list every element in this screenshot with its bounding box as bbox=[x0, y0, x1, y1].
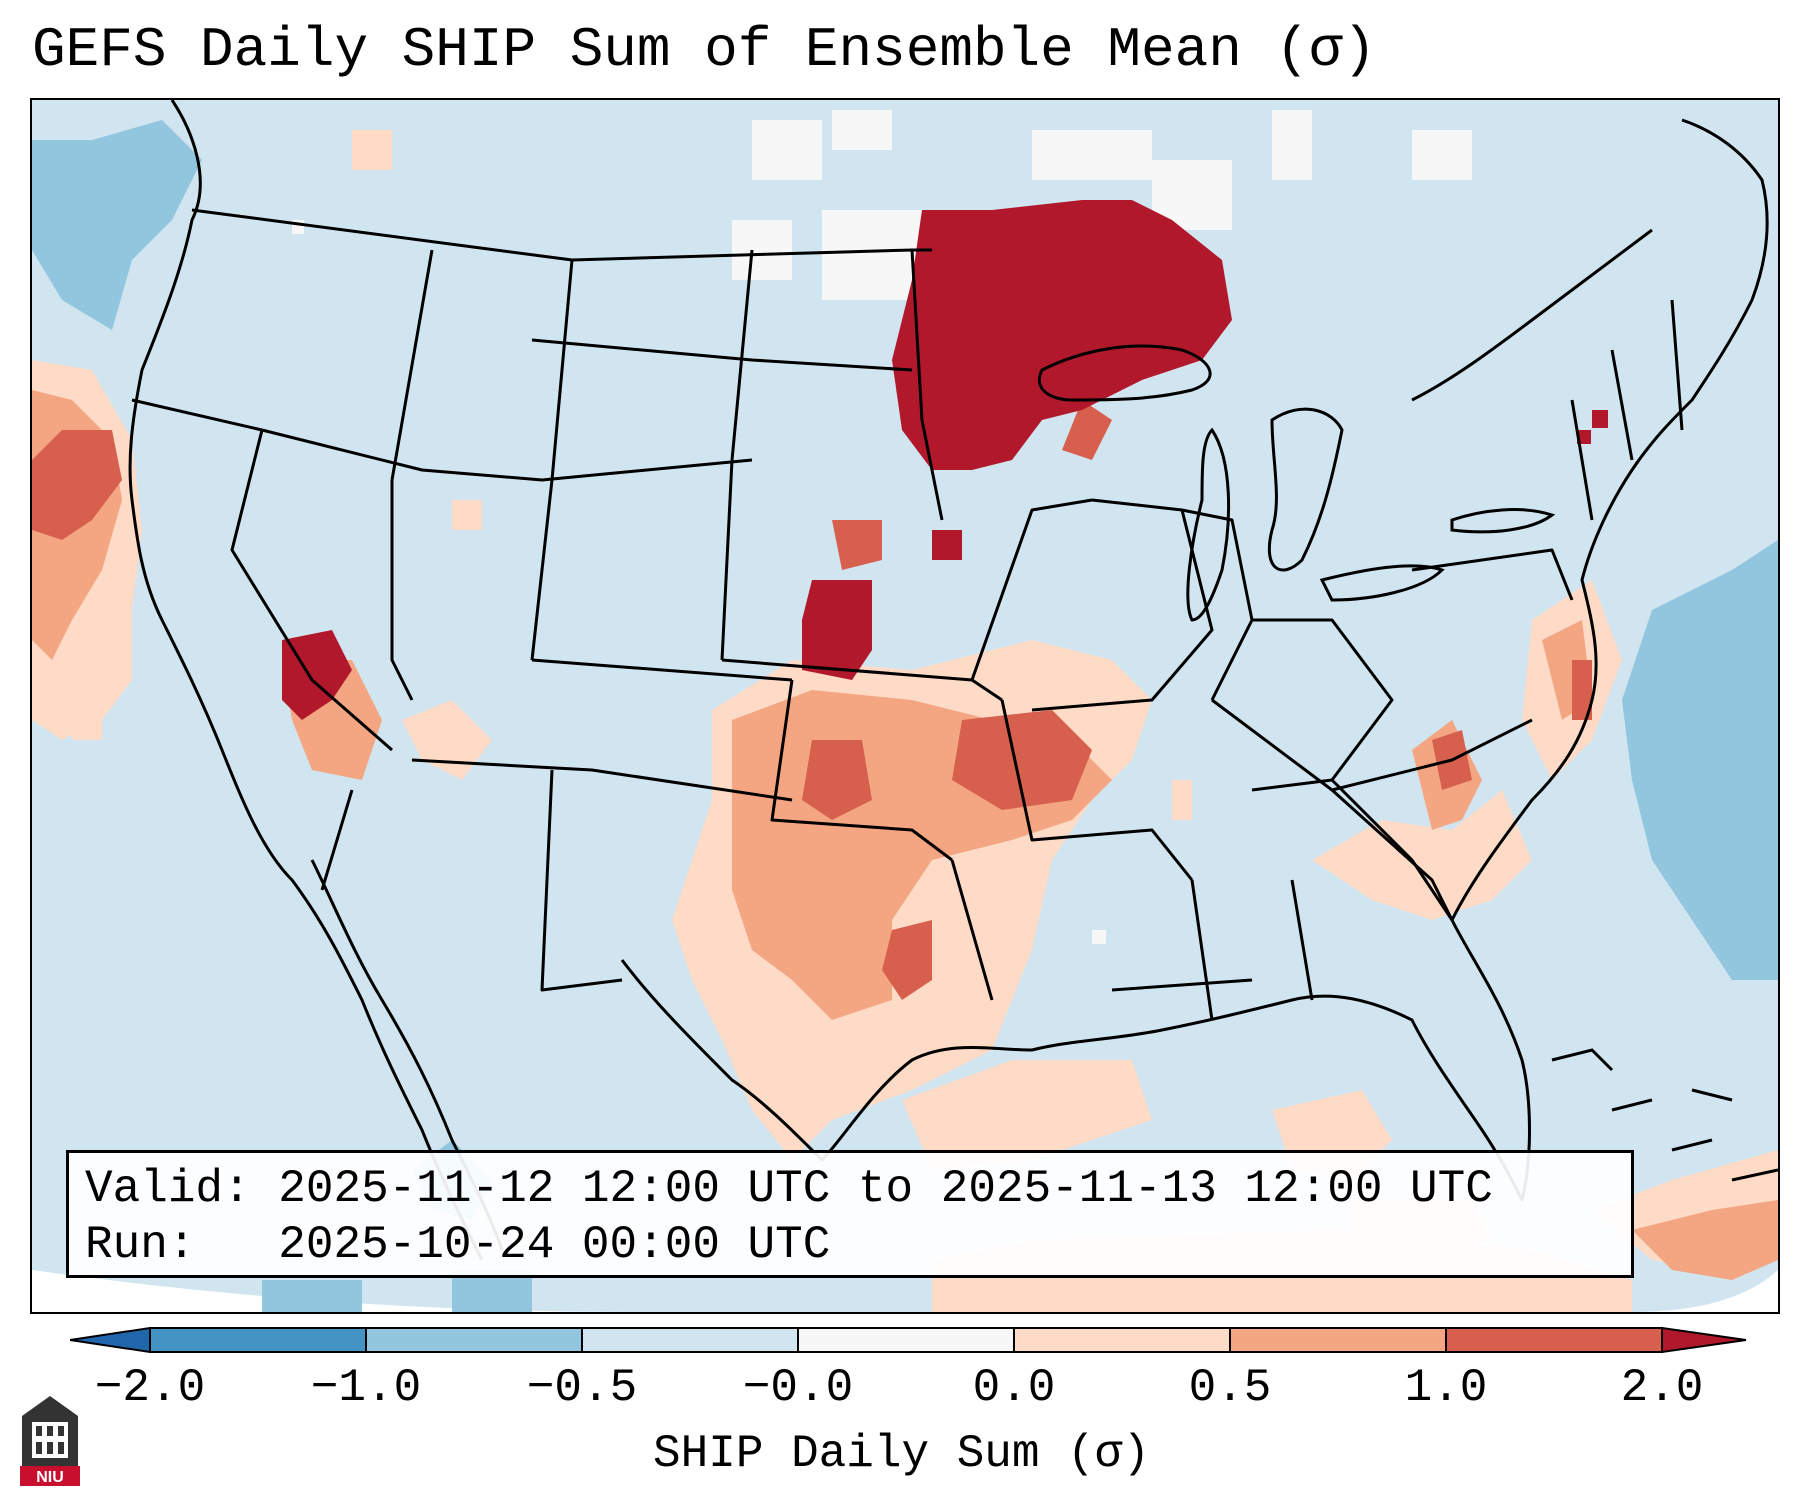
colorbar-right-arrow bbox=[1661, 1326, 1747, 1354]
colorbar bbox=[70, 1326, 1747, 1354]
positive-extreme-patches bbox=[282, 200, 1608, 720]
colorbar-segment-1 bbox=[366, 1328, 582, 1352]
negative-patches bbox=[32, 120, 1778, 1312]
map-panel bbox=[30, 98, 1780, 1314]
colorbar-tick-6: 1.0 bbox=[1404, 1362, 1488, 1414]
colorbar-segment-3 bbox=[798, 1328, 1014, 1352]
colorbar-tick-4: 0.0 bbox=[972, 1362, 1056, 1414]
colorbar-tick-7: 2.0 bbox=[1620, 1362, 1704, 1414]
colorbar-segment-0 bbox=[150, 1328, 366, 1352]
boundaries bbox=[128, 100, 1769, 1261]
valid-label: Valid: bbox=[85, 1163, 251, 1215]
great-lakes bbox=[1037, 344, 1556, 622]
colorbar-tick-3: −0.0 bbox=[742, 1362, 854, 1414]
niu-logo-text: NIU bbox=[36, 1469, 64, 1486]
valid-value: 2025-11-12 12:00 UTC to 2025-11-13 12:00… bbox=[278, 1163, 1493, 1215]
colorbar-label: SHIP Daily Sum (σ) bbox=[653, 1428, 1150, 1480]
map-canvas bbox=[32, 100, 1778, 1312]
valid-run-infobox: Valid: 2025-11-12 12:00 UTC to 2025-11-1… bbox=[66, 1150, 1634, 1278]
colorbar-ticks: −2.0 −1.0 −0.5 −0.0 0.0 0.5 1.0 2.0 bbox=[0, 1362, 1803, 1422]
niu-seal-icon: NIU bbox=[20, 1396, 80, 1486]
valid-row: Valid: 2025-11-12 12:00 UTC to 2025-11-1… bbox=[85, 1161, 1631, 1217]
neutral-patches bbox=[292, 110, 1472, 944]
positive-high-patches bbox=[32, 400, 1592, 1000]
colorbar-tick-0: −2.0 bbox=[94, 1362, 206, 1414]
caribbean-islands bbox=[1551, 1048, 1778, 1182]
colorbar-tick-2: −0.5 bbox=[526, 1362, 638, 1414]
run-value: 2025-10-24 00:00 UTC bbox=[278, 1219, 831, 1271]
colorbar-segment-5 bbox=[1230, 1328, 1446, 1352]
run-label: Run: bbox=[85, 1219, 196, 1271]
colorbar-tick-1: −1.0 bbox=[310, 1362, 422, 1414]
colorbar-segment-4 bbox=[1014, 1328, 1230, 1352]
map-title: GEFS Daily SHIP Sum of Ensemble Mean (σ) bbox=[32, 18, 1377, 82]
colorbar-segment-6 bbox=[1446, 1328, 1662, 1352]
colorbar-tick-5: 0.5 bbox=[1188, 1362, 1272, 1414]
colorbar-segment-2 bbox=[582, 1328, 798, 1352]
run-row: Run: 2025-10-24 00:00 UTC bbox=[85, 1217, 1631, 1273]
colorbar-left-arrow bbox=[70, 1326, 151, 1354]
